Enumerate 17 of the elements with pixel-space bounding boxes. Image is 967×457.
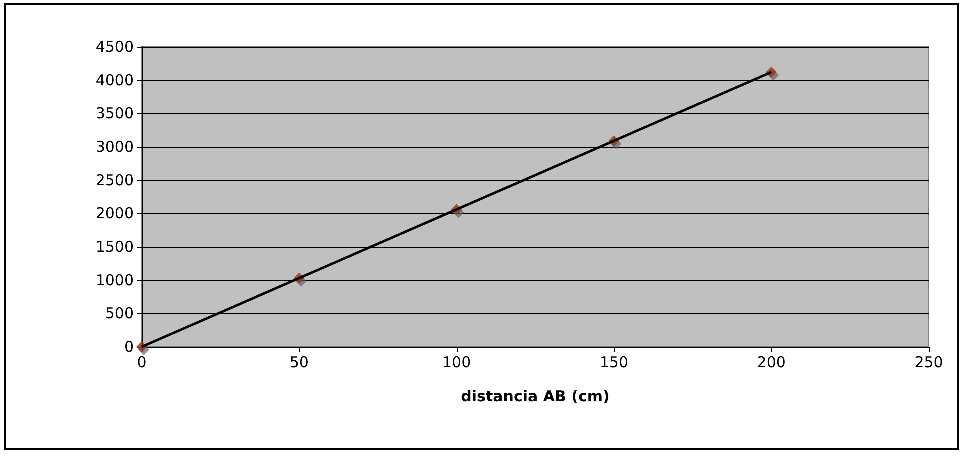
x-axis-title: distancia AB (cm)	[461, 388, 610, 406]
y-tick-label: 4000	[96, 71, 134, 90]
x-tick-label: 250	[914, 354, 944, 372]
x-tick-label: 150	[600, 354, 629, 372]
y-tick-label: 500	[105, 304, 134, 323]
y-tick-label: 2500	[96, 171, 134, 190]
y-tick-label: 1000	[96, 271, 134, 290]
y-tick-label: 3500	[96, 104, 134, 123]
x-tick-label: 200	[757, 354, 786, 372]
y-tick-label: 4500	[96, 38, 134, 56]
x-tick-label: 50	[290, 354, 309, 372]
x-tick-label: 100	[442, 354, 472, 372]
y-tick-label: 1500	[96, 238, 134, 256]
y-tick-label: 3000	[96, 138, 134, 156]
y-tick-label: 0	[124, 338, 134, 356]
y-tick-label: 2000	[96, 204, 134, 223]
x-tick-label: 0	[137, 354, 147, 372]
